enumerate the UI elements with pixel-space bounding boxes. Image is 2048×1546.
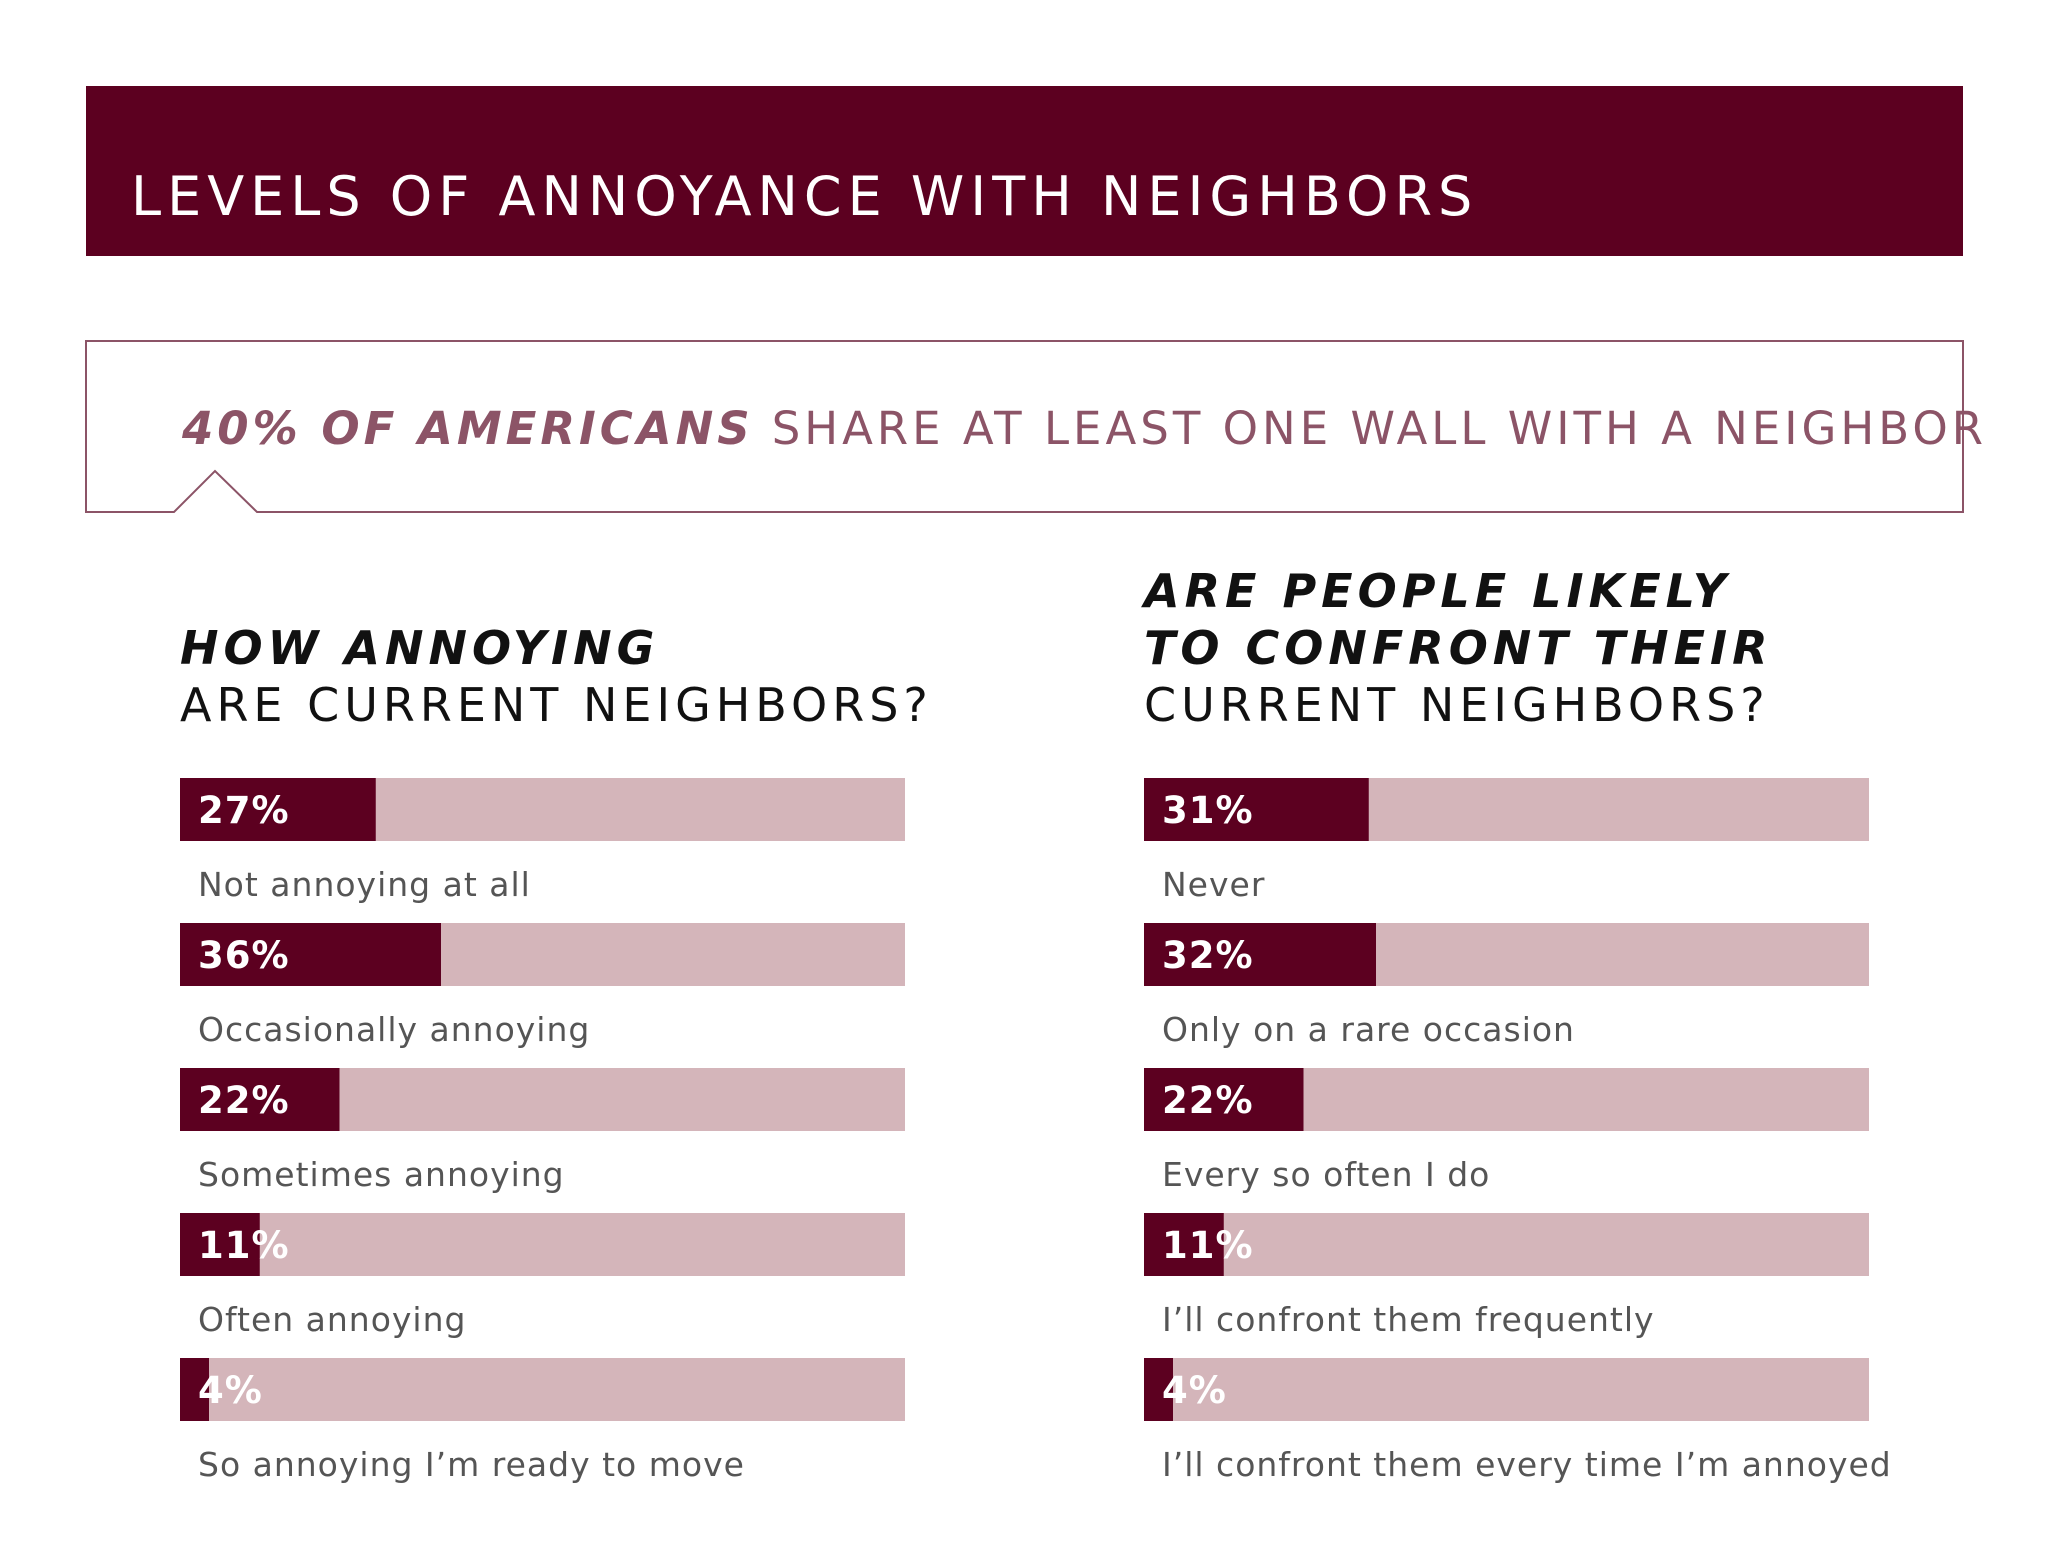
chart-title: CURRENT NEIGHBORS? bbox=[1144, 678, 1770, 732]
header-band bbox=[86, 86, 1963, 256]
value-label: 22% bbox=[198, 1079, 290, 1122]
category-label: Every so often I do bbox=[1162, 1155, 1490, 1194]
bar bbox=[180, 1358, 209, 1421]
bar bbox=[180, 1068, 340, 1131]
banner-emphasis: 40% OF AMERICANS bbox=[181, 402, 754, 455]
category-label: Sometimes annoying bbox=[198, 1155, 565, 1194]
category-label: So annoying I’m ready to move bbox=[198, 1445, 745, 1484]
chart-title: TO CONFRONT THEIR bbox=[1144, 621, 1773, 675]
banner-rest: SHARE AT LEAST ONE WALL WITH A NEIGHBOR bbox=[772, 402, 1987, 455]
banner-box bbox=[85, 340, 1964, 513]
chart-title: ARE CURRENT NEIGHBORS? bbox=[180, 678, 933, 732]
category-label: Only on a rare occasion bbox=[1162, 1010, 1575, 1049]
chart-title: ARE PEOPLE LIKELY bbox=[1141, 564, 1731, 618]
value-label: 31% bbox=[1162, 789, 1254, 832]
category-label: Occasionally annoying bbox=[198, 1010, 590, 1049]
category-label: Often annoying bbox=[198, 1300, 466, 1339]
category-label: Not annoying at all bbox=[198, 865, 531, 904]
value-label: 22% bbox=[1162, 1079, 1254, 1122]
bar bbox=[180, 923, 441, 986]
value-label: 32% bbox=[1162, 934, 1254, 977]
bar-track bbox=[1144, 1358, 1869, 1421]
bar bbox=[1144, 923, 1376, 986]
bar bbox=[180, 778, 376, 841]
value-label: 4% bbox=[1162, 1369, 1227, 1412]
value-label: 27% bbox=[198, 789, 290, 832]
chart-title: HOW ANNOYING bbox=[180, 621, 659, 675]
bar-track bbox=[180, 1358, 905, 1421]
value-label: 36% bbox=[198, 934, 290, 977]
category-label: I’ll confront them every time I’m annoye… bbox=[1162, 1445, 1892, 1484]
value-label: 4% bbox=[198, 1369, 263, 1412]
bar bbox=[1144, 778, 1369, 841]
value-label: 11% bbox=[1162, 1224, 1254, 1267]
bar-track bbox=[1144, 1213, 1869, 1276]
value-label: 11% bbox=[198, 1224, 290, 1267]
bar bbox=[1144, 1068, 1304, 1131]
bar bbox=[1144, 1358, 1173, 1421]
bar bbox=[1144, 1213, 1224, 1276]
bar-track bbox=[180, 1213, 905, 1276]
banner-text: 40% OF AMERICANS SHARE AT LEAST ONE WALL … bbox=[181, 402, 1987, 455]
bar bbox=[180, 1213, 260, 1276]
category-label: Never bbox=[1162, 865, 1265, 904]
page-title: LEVELS OF ANNOYANCE WITH NEIGHBORS bbox=[131, 165, 1478, 228]
category-label: I’ll confront them frequently bbox=[1162, 1300, 1655, 1339]
